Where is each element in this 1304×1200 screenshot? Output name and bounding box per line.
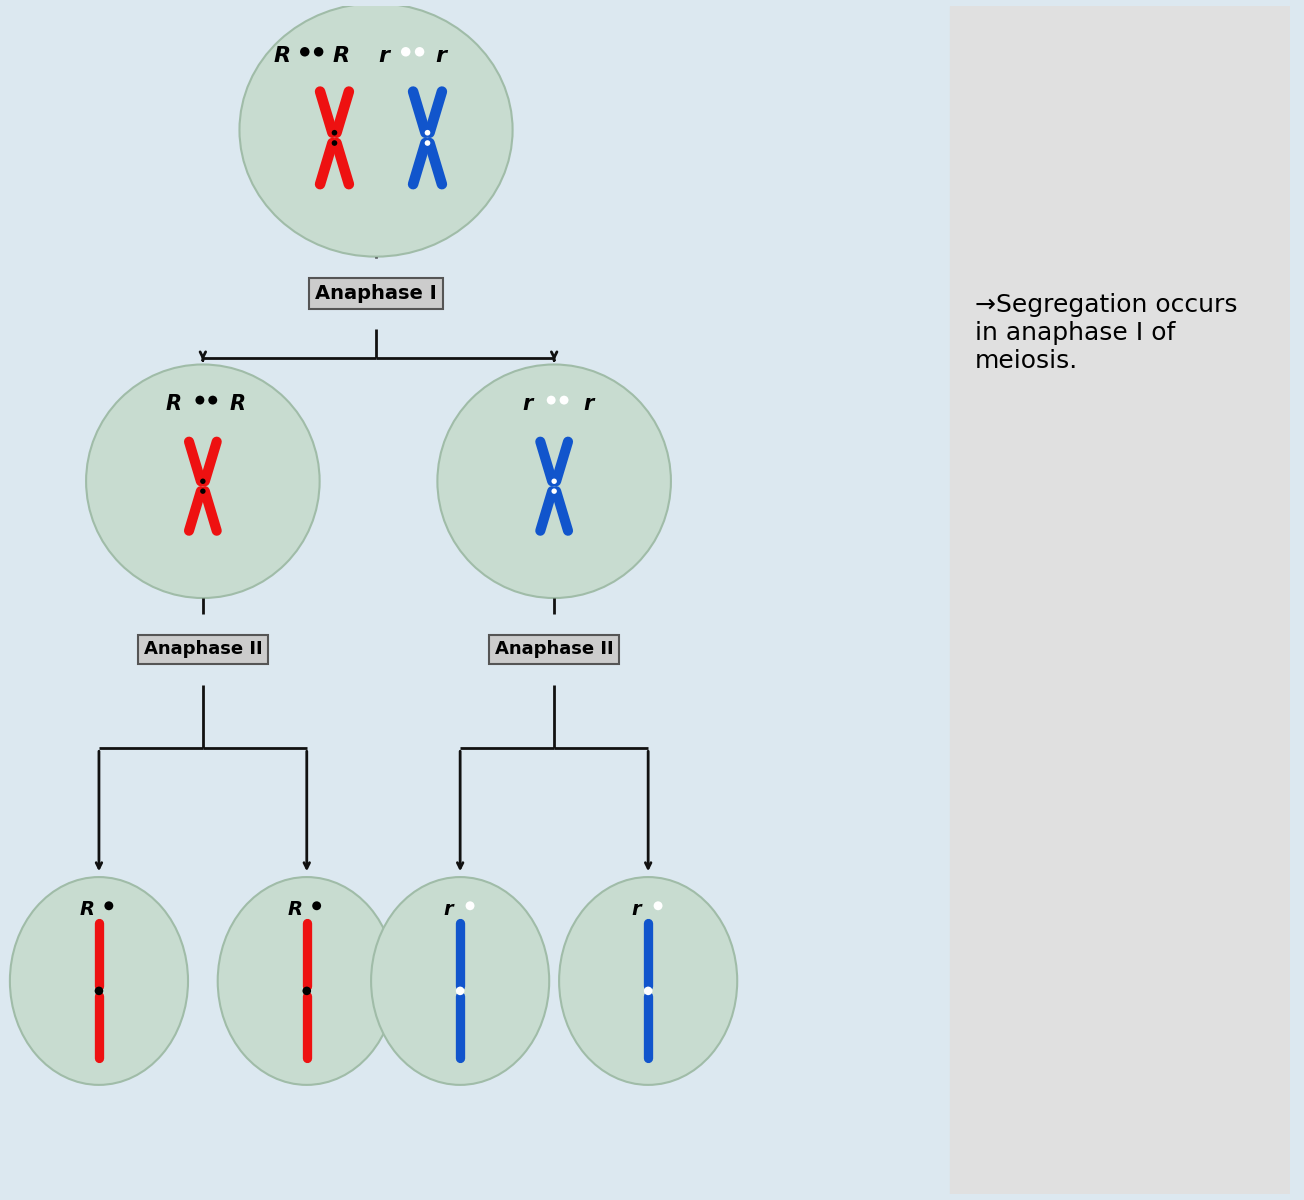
Text: R: R	[274, 46, 291, 66]
Bar	[951, 6, 1291, 1194]
Text: R: R	[166, 394, 181, 414]
Ellipse shape	[552, 479, 557, 484]
Text: Anaphase II: Anaphase II	[494, 641, 613, 659]
Ellipse shape	[303, 986, 312, 995]
Text: Anaphase I: Anaphase I	[316, 283, 437, 302]
Text: r: r	[584, 394, 593, 414]
Ellipse shape	[400, 47, 411, 56]
Ellipse shape	[437, 365, 672, 598]
Text: R: R	[80, 900, 95, 919]
Ellipse shape	[425, 140, 430, 146]
Ellipse shape	[95, 986, 103, 995]
Ellipse shape	[240, 4, 512, 257]
Text: r: r	[378, 46, 390, 66]
Ellipse shape	[415, 47, 424, 56]
Ellipse shape	[456, 986, 464, 995]
Text: R: R	[333, 46, 349, 66]
Text: r: r	[523, 394, 532, 414]
Ellipse shape	[653, 901, 662, 911]
Ellipse shape	[312, 901, 321, 911]
Ellipse shape	[300, 47, 309, 56]
Ellipse shape	[546, 396, 556, 404]
Ellipse shape	[209, 396, 218, 404]
Ellipse shape	[559, 877, 737, 1085]
Ellipse shape	[196, 396, 205, 404]
Ellipse shape	[644, 986, 652, 995]
Ellipse shape	[218, 877, 396, 1085]
Ellipse shape	[200, 488, 206, 494]
Ellipse shape	[466, 901, 475, 911]
Ellipse shape	[331, 140, 338, 146]
Text: R: R	[287, 900, 303, 919]
Ellipse shape	[200, 479, 206, 484]
Ellipse shape	[552, 488, 557, 494]
Ellipse shape	[425, 130, 430, 136]
Ellipse shape	[104, 901, 113, 911]
Text: R: R	[230, 394, 245, 414]
Text: r: r	[631, 900, 642, 919]
Ellipse shape	[86, 365, 319, 598]
Ellipse shape	[372, 877, 549, 1085]
Ellipse shape	[331, 130, 338, 136]
Text: r: r	[443, 900, 452, 919]
Text: r: r	[434, 46, 446, 66]
Ellipse shape	[10, 877, 188, 1085]
Ellipse shape	[559, 396, 569, 404]
Text: Anaphase II: Anaphase II	[143, 641, 262, 659]
Ellipse shape	[314, 47, 323, 56]
Text: →Segregation occurs
in anaphase I of
meiosis.: →Segregation occurs in anaphase I of mei…	[974, 293, 1237, 373]
